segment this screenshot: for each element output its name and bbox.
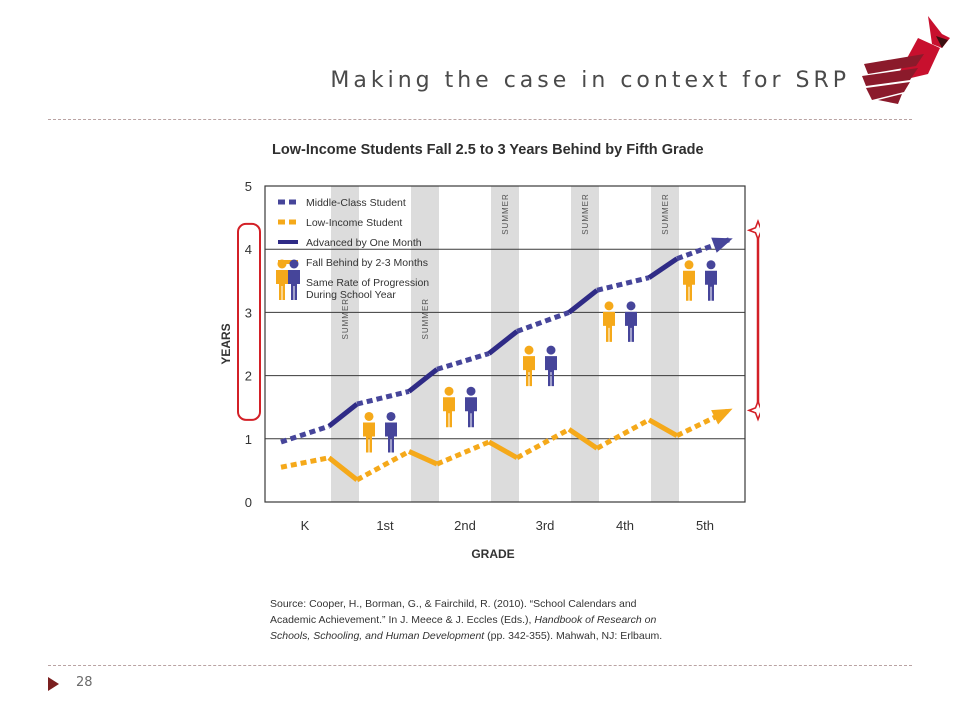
x-axis-label: GRADE <box>471 547 514 561</box>
series-school-year-segment <box>280 455 330 470</box>
legend-label: Fall Behind by 2-3 Months <box>306 257 428 269</box>
title-divider <box>48 119 912 120</box>
series-school-year-segment <box>596 275 650 293</box>
legend-label: During School Year <box>306 289 396 301</box>
chart: Low-Income Students Fall 2.5 to 3 Years … <box>219 142 760 642</box>
source-line: Schools, Schooling, and Human Developmen… <box>270 630 662 642</box>
page-number: 28 <box>76 675 93 690</box>
low-income-student-icon <box>523 356 535 387</box>
summer-label: SUMMER <box>341 298 350 340</box>
x-tick-label: 4th <box>616 518 634 533</box>
middle-class-student-icon <box>545 356 557 387</box>
low-income-student-icon <box>604 301 614 311</box>
low-income-student-icon <box>684 260 694 270</box>
summer-band <box>331 186 359 502</box>
legend-label: Low-Income Student <box>306 217 402 229</box>
middle-class-student-icon <box>706 260 716 270</box>
series-arrowhead <box>711 408 733 425</box>
low-income-student-icon <box>364 411 374 421</box>
legend-label: Advanced by One Month <box>306 237 422 249</box>
series-summer-segment <box>327 402 359 429</box>
low-income-student-icon <box>444 386 454 396</box>
low-income-student-icon <box>683 270 695 301</box>
summer-band <box>651 186 679 502</box>
series-school-year-segment <box>515 427 571 460</box>
middle-class-student-icon <box>626 301 636 311</box>
middle-class-student-icon <box>546 345 556 355</box>
series-school-year-segment <box>595 417 651 451</box>
chart-title: Low-Income Students Fall 2.5 to 3 Years … <box>272 142 704 158</box>
legend-label: Middle-Class Student <box>306 197 406 209</box>
low-income-student-icon <box>443 397 455 428</box>
series-school-year-segment <box>280 423 330 445</box>
x-tick-label: K <box>301 518 310 533</box>
low-income-student-icon <box>524 345 534 355</box>
cardinal-bird-logo-icon <box>862 16 950 104</box>
middle-class-student-icon <box>465 397 477 428</box>
middle-class-student-icon <box>385 422 397 453</box>
series-summer-segment <box>407 367 439 394</box>
legend-label: Same Rate of Progression <box>306 277 429 289</box>
x-tick-label: 3rd <box>536 518 555 533</box>
summer-label: SUMMER <box>421 298 430 340</box>
middle-class-student-icon <box>705 270 717 301</box>
plot-frame <box>264 185 746 503</box>
page-arrow-icon <box>48 677 59 691</box>
summer-label: SUMMER <box>581 193 590 235</box>
series-summer-segment <box>487 439 519 460</box>
summer-label: SUMMER <box>661 193 670 235</box>
series-school-year-segment <box>436 351 490 372</box>
summer-label: SUMMER <box>501 193 510 235</box>
y-tick-label: 5 <box>245 179 252 194</box>
middle-class-student-icon <box>466 386 476 396</box>
y-tick-label: 4 <box>245 242 252 257</box>
source-line: Source: Cooper, H., Borman, G., & Fairch… <box>270 598 637 610</box>
series-summer-segment <box>407 449 439 467</box>
middle-class-student-icon <box>625 311 637 342</box>
series-summer-segment <box>647 417 679 438</box>
legend-middle-class-icon <box>288 270 300 300</box>
footer-divider <box>48 665 912 666</box>
series-school-year-segment <box>356 388 410 407</box>
source-line: Academic Achievement.” In J. Meece & J. … <box>270 614 657 626</box>
y-axis-highlight <box>237 222 261 421</box>
x-tick-label: 5th <box>696 518 714 533</box>
y-tick-label: 0 <box>245 495 252 510</box>
y-axis-label: YEARS <box>219 323 233 364</box>
legend-low-income-icon <box>276 270 288 300</box>
legend-low-income-icon <box>277 259 287 269</box>
series-summer-segment <box>567 427 599 451</box>
legend-middle-class-icon <box>289 259 299 269</box>
gap-bracket-end-icon <box>746 399 760 422</box>
middle-class-student-icon <box>386 411 396 421</box>
series-school-year-segment <box>436 439 490 467</box>
series-school-year-segment <box>516 310 570 334</box>
series-summer-segment <box>567 288 599 315</box>
slide-title: Making the case in context for SRP <box>330 68 850 93</box>
y-tick-label: 2 <box>245 369 252 384</box>
y-tick-label: 3 <box>245 305 252 320</box>
series-summer-segment <box>327 455 359 482</box>
summer-band <box>411 186 439 502</box>
gap-bracket-end-icon <box>746 219 760 242</box>
low-income-student-icon <box>363 422 375 453</box>
series-school-year-segment <box>355 449 411 483</box>
series-summer-segment <box>647 256 679 280</box>
series-summer-segment <box>487 329 519 356</box>
series-arrowhead <box>711 237 733 253</box>
x-tick-label: 1st <box>376 518 394 533</box>
x-tick-label: 2nd <box>454 518 476 533</box>
y-tick-label: 1 <box>245 432 252 447</box>
low-income-student-icon <box>603 311 615 342</box>
